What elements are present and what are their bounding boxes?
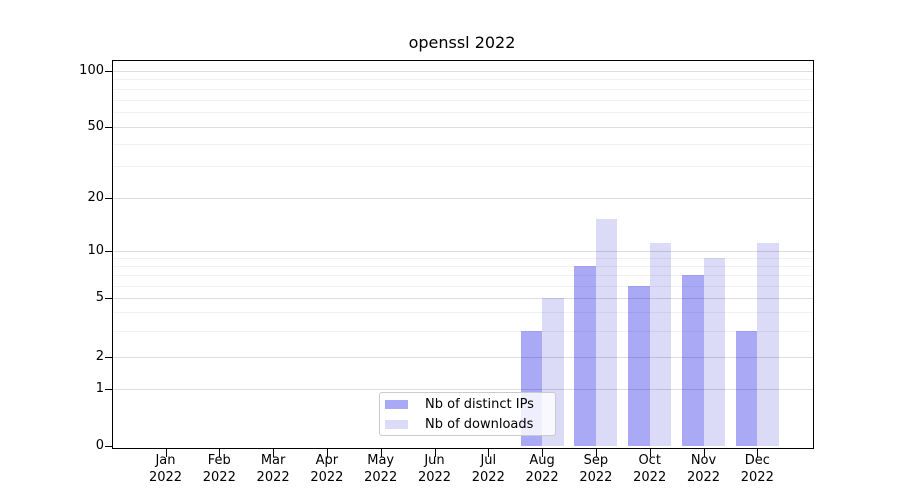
gridline-major — [113, 250, 813, 252]
legend-swatch-downloads — [385, 419, 408, 429]
gridline-minor — [113, 99, 813, 101]
bar-downloads — [757, 243, 779, 446]
y-tick-mark — [105, 389, 112, 390]
legend: Nb of distinct IPs Nb of downloads — [379, 392, 556, 436]
legend-swatch-distinct-ips — [385, 399, 408, 409]
y-tick-mark — [105, 446, 112, 447]
x-tick-label: Sep 2022 — [579, 453, 613, 485]
x-tick-mark — [326, 449, 328, 457]
gridline-minor — [113, 166, 813, 168]
gridline-minor — [113, 274, 813, 276]
x-tick-label: Oct 2022 — [633, 453, 667, 485]
bar-downloads — [703, 257, 725, 446]
x-tick-mark — [273, 449, 275, 457]
legend-label-distinct-ips: Nb of distinct IPs — [425, 396, 534, 412]
gridline-minor — [113, 285, 813, 287]
legend-item-downloads: Nb of downloads — [385, 415, 549, 433]
x-tick-label: Feb 2022 — [202, 453, 236, 485]
gridline-major — [113, 389, 813, 390]
gridline-minor — [113, 265, 813, 267]
gridline-major — [113, 356, 813, 358]
gridline-minor — [113, 79, 813, 81]
gridline-minor — [113, 330, 813, 332]
y-tick-mark — [105, 197, 112, 199]
x-tick-mark — [542, 449, 544, 457]
y-tick-label: 1 — [95, 381, 104, 396]
gridline-major — [113, 71, 813, 72]
gridline-minor — [113, 312, 813, 314]
x-tick-label: Jun 2022 — [417, 453, 452, 485]
gridline-minor — [113, 111, 813, 113]
y-tick-mark — [105, 126, 112, 128]
y-tick-label: 2 — [95, 348, 104, 364]
bar-distinct-ips — [628, 285, 650, 446]
gridline-major — [113, 197, 813, 199]
bar-downloads — [649, 243, 672, 446]
x-tick-mark — [434, 449, 436, 457]
x-tick-mark — [595, 449, 597, 457]
x-tick-label: Nov 2022 — [686, 453, 721, 485]
y-tick-mark — [105, 71, 112, 72]
y-tick-label: 20 — [87, 189, 104, 205]
x-tick-label: Dec 2022 — [740, 453, 774, 485]
x-tick-label: Apr 2022 — [310, 453, 344, 485]
y-tick-label: 0 — [95, 438, 104, 453]
bar-distinct-ips — [574, 265, 596, 446]
x-tick-label: Mar 2022 — [256, 453, 290, 485]
bar-downloads — [595, 219, 618, 446]
x-tick-mark — [488, 449, 490, 457]
y-tick-label: 10 — [87, 242, 104, 258]
gridline-major — [113, 298, 813, 299]
x-tick-label: Jan 2022 — [148, 453, 183, 485]
bar-distinct-ips — [735, 330, 758, 446]
y-tick-mark — [105, 250, 112, 252]
gridline-minor — [113, 143, 813, 145]
x-tick-label: Jul 2022 — [471, 453, 505, 485]
plot-area — [105, 60, 814, 457]
x-tick-mark — [380, 449, 382, 457]
legend-label-downloads: Nb of downloads — [425, 416, 534, 432]
y-tick-label: 100 — [79, 63, 104, 78]
y-tick-mark — [105, 298, 112, 299]
chart-title: openssl 2022 — [408, 33, 516, 52]
x-tick-mark — [649, 449, 651, 457]
legend-item-distinct-ips: Nb of distinct IPs — [385, 395, 549, 413]
gridline-minor — [113, 257, 813, 259]
gridline-minor — [113, 88, 813, 90]
x-tick-label: May 2022 — [364, 453, 398, 485]
x-tick-mark — [165, 449, 167, 457]
x-tick-mark — [757, 449, 759, 457]
y-tick-label: 5 — [95, 290, 104, 305]
y-tick-mark — [105, 356, 112, 358]
x-tick-label: Aug 2022 — [525, 453, 559, 485]
gridline-major — [113, 126, 813, 128]
x-tick-mark — [703, 449, 705, 457]
bar-distinct-ips — [682, 274, 704, 446]
x-tick-mark — [219, 449, 221, 457]
y-tick-label: 50 — [87, 118, 104, 134]
